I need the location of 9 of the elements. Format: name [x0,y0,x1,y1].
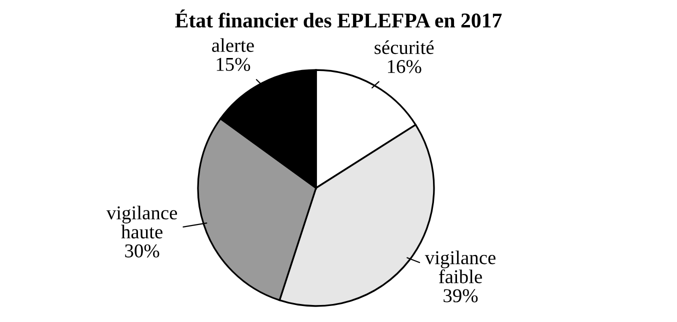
chart-title: État financier des EPLEFPA en 2017 [175,10,502,28]
data-label: 16% [388,60,422,74]
data-label: 39% [444,289,478,302]
slice-label: vigilance faible [424,250,496,284]
slice-label: vigilance haute [106,206,178,238]
slice-label: sécurité [374,40,434,54]
data-label: 15% [216,58,250,71]
data-label: 30% [125,244,160,258]
slice-label: alerte [212,38,254,52]
